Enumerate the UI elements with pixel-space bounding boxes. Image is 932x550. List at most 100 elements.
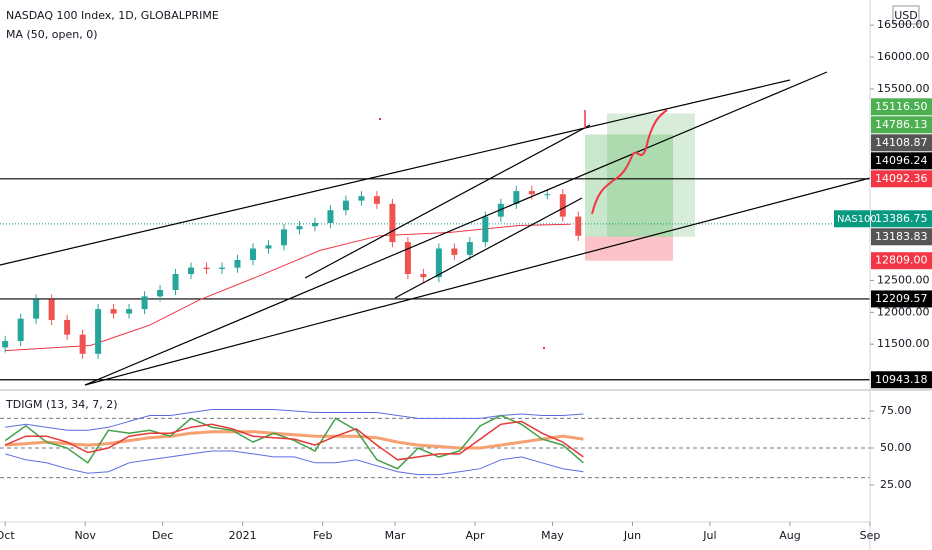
oscillator-line	[5, 430, 584, 450]
candle-body	[79, 334, 86, 354]
price-label-box	[871, 170, 932, 188]
candle-body	[33, 299, 40, 319]
price-label: 13386.75	[875, 212, 928, 225]
currency: USD	[894, 9, 918, 22]
candle-body	[48, 299, 55, 320]
candle-body	[420, 274, 427, 278]
symbol-label: NAS100	[837, 214, 877, 225]
candle-body	[265, 245, 272, 249]
price-label-box	[871, 252, 932, 270]
loss-zone	[585, 236, 673, 261]
price-label-box	[871, 152, 932, 170]
y-tick-label: 75.00	[880, 404, 912, 417]
x-tick-label: Aug	[779, 529, 800, 542]
price-label-box	[871, 116, 932, 134]
oscillator-title: TDIGM (13, 34, 7, 2)	[5, 398, 118, 411]
price-label: 10943.18	[875, 373, 928, 386]
candle-body	[95, 309, 102, 354]
price-label-box	[871, 98, 932, 116]
symbol-box	[834, 210, 870, 228]
trend-line	[304, 124, 591, 279]
x-tick-label: Dec	[152, 529, 173, 542]
candle-body	[389, 203, 396, 243]
profit-zone	[585, 134, 673, 237]
price-label: 13183.83	[875, 230, 928, 243]
y-tick-label: 12000.00	[877, 305, 930, 318]
price-label: 15116.50	[875, 100, 928, 113]
indicator-label: MA (50, open, 0)	[6, 28, 98, 41]
price-label-box	[871, 371, 932, 389]
x-tick-label: Jul	[702, 529, 716, 542]
candle-body	[342, 200, 349, 211]
trend-line	[394, 197, 583, 299]
price-label: 12809.00	[875, 254, 928, 267]
x-tick-label: Nov	[74, 529, 96, 542]
candle-body	[110, 309, 117, 314]
y-tick-label: 11500.00	[877, 337, 930, 350]
price-label-box	[871, 228, 932, 246]
candle-body	[544, 194, 551, 196]
candle-body	[249, 248, 256, 260]
x-tick-label: Jun	[623, 529, 641, 542]
candle-body	[358, 196, 365, 201]
price-label: 14092.36	[875, 172, 928, 185]
candle-body	[513, 191, 520, 204]
trend-line	[84, 177, 871, 386]
overlay: 11500.00 12000.00 12500.00 15500.00 16000.00…	[0, 18, 932, 542]
price-label: 14096.24	[875, 154, 928, 167]
y-tick-label: 16500.00	[877, 18, 930, 31]
price-label-box	[871, 210, 932, 228]
y-tick-label: 25.00	[880, 478, 912, 491]
candle-body	[2, 341, 9, 348]
candle-body	[172, 274, 179, 290]
chart-title: NASDAQ 100 Index, 1D, GLOBALPRIME	[6, 9, 219, 22]
candle-body	[466, 242, 473, 255]
oscillator-line	[4, 420, 584, 461]
x-tick-label: Feb	[313, 529, 332, 542]
candle-body	[157, 289, 164, 297]
candle-body	[280, 229, 287, 246]
price-label: 14108.87	[875, 136, 928, 149]
x-tick-label: Oct	[0, 529, 15, 542]
candle-body	[234, 259, 241, 268]
price-label: 14786.13	[875, 118, 928, 131]
candle-body	[219, 267, 226, 269]
currency-box	[892, 5, 920, 25]
x-tick-label: Mar	[385, 529, 406, 542]
candle-body	[451, 248, 458, 255]
candle-body	[373, 196, 380, 204]
y-tick-label: 15500.00	[877, 82, 930, 95]
marker	[379, 118, 381, 120]
x-tick-label: Sep	[860, 529, 881, 542]
trend-line	[0, 79, 791, 266]
oscillator-line	[5, 409, 584, 431]
marker	[543, 347, 545, 349]
drawings	[0, 71, 871, 386]
candle-body	[188, 267, 195, 275]
candle-body	[311, 222, 318, 227]
oscillator-line	[4, 414, 584, 470]
plot	[0, 113, 870, 479]
candle-body	[559, 194, 566, 217]
y-tick-label: 16000.00	[877, 50, 930, 63]
price-label-box	[871, 134, 932, 152]
trend-line	[84, 71, 828, 386]
candle-body	[482, 216, 489, 243]
y-tick-label: 12500.00	[877, 273, 930, 286]
candle-body	[141, 296, 148, 310]
candle-body	[404, 242, 411, 275]
price-label-box	[871, 290, 932, 308]
x-tick-label: 2021	[229, 529, 257, 542]
price-label: 12209.57	[875, 292, 928, 305]
candle-body	[327, 210, 334, 223]
candle-body	[575, 216, 582, 236]
candle-body	[17, 318, 24, 342]
oscillator-line	[5, 450, 584, 476]
candle-body	[435, 248, 442, 278]
candle-body	[64, 319, 71, 335]
projection-curve	[591, 109, 668, 215]
candle-body	[528, 191, 535, 195]
x-tick-label: May	[541, 529, 564, 542]
candle-body	[296, 226, 303, 230]
